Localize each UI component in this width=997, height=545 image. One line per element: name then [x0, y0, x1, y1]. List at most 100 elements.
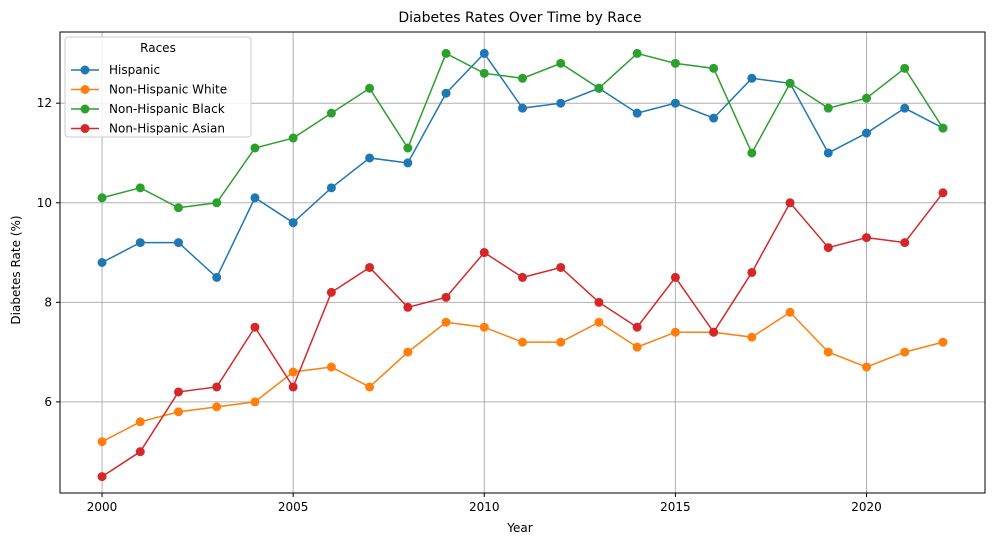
data-point	[747, 332, 757, 342]
data-point	[173, 238, 183, 248]
legend-label: Non-Hispanic Asian	[109, 122, 225, 136]
data-point	[403, 158, 413, 168]
data-point	[747, 73, 757, 83]
data-point	[250, 397, 260, 407]
y-tick-label: 6	[44, 395, 52, 409]
data-point	[288, 382, 298, 392]
data-point	[212, 402, 222, 412]
x-axis-ticks: 2000 2005 2010 2015 2020	[87, 493, 882, 514]
grid-lines	[60, 32, 985, 493]
data-point	[556, 337, 566, 347]
data-point	[594, 83, 604, 93]
data-point	[670, 58, 680, 68]
legend-label: Hispanic	[109, 63, 160, 77]
data-point	[441, 48, 451, 58]
legend-label: Non-Hispanic White	[109, 83, 227, 97]
data-point	[785, 78, 795, 88]
legend-title: Races	[140, 41, 176, 55]
data-point	[556, 262, 566, 272]
data-point	[212, 198, 222, 208]
data-point	[632, 108, 642, 118]
data-point	[403, 143, 413, 153]
series-non-hispanic-black	[97, 48, 948, 213]
data-point	[479, 322, 489, 332]
data-point	[862, 362, 872, 372]
legend-marker	[80, 85, 90, 94]
data-point	[135, 417, 145, 427]
data-point	[785, 307, 795, 317]
data-point	[173, 387, 183, 397]
legend-item: Non-Hispanic Black	[71, 102, 225, 116]
data-point	[326, 183, 336, 193]
data-point	[709, 327, 719, 337]
data-point	[250, 322, 260, 332]
data-point	[518, 103, 527, 113]
x-tick-label: 2020	[851, 500, 882, 514]
series-line	[101, 192, 944, 478]
data-point	[823, 103, 833, 113]
data-point	[709, 63, 719, 73]
data-point	[862, 233, 872, 243]
data-point	[862, 128, 872, 138]
data-point	[862, 93, 872, 103]
y-axis-ticks: 6 8 10 12	[37, 96, 60, 409]
legend-marker	[80, 104, 90, 114]
series-non-hispanic-white	[97, 307, 948, 447]
data-point	[900, 103, 910, 113]
data-point	[900, 63, 910, 73]
legend-item: Non-Hispanic Asian	[71, 122, 225, 136]
data-point	[212, 272, 222, 282]
data-point	[135, 447, 145, 457]
data-point	[785, 198, 795, 208]
x-tick-label: 2015	[660, 500, 691, 514]
data-point	[441, 88, 451, 98]
data-point	[365, 83, 375, 93]
x-tick-label: 2005	[278, 500, 309, 514]
data-point	[709, 113, 719, 123]
series-layer	[97, 48, 948, 482]
data-point	[632, 322, 642, 332]
legend-marker	[80, 65, 90, 75]
data-point	[938, 123, 948, 133]
legend-item: Hispanic	[71, 63, 160, 77]
data-point	[518, 73, 527, 83]
data-point	[479, 248, 489, 258]
data-point	[326, 287, 336, 297]
data-point	[632, 48, 642, 58]
data-point	[518, 272, 527, 282]
data-point	[365, 262, 375, 272]
legend-marker	[80, 124, 90, 133]
x-tick-label: 2010	[469, 500, 500, 514]
legend-box	[64, 36, 252, 138]
y-tick-label: 12	[37, 96, 52, 110]
data-point	[556, 98, 566, 108]
data-point	[173, 407, 183, 417]
data-point	[938, 337, 948, 347]
data-point	[250, 193, 260, 203]
data-point	[900, 238, 910, 248]
data-point	[632, 342, 642, 352]
legend: Races Hispanic Non-Hispanic White Non-Hispa…	[64, 36, 252, 138]
x-axis-label: Year	[506, 521, 532, 535]
data-point	[441, 292, 451, 302]
data-point	[670, 272, 680, 282]
y-tick-label: 10	[37, 196, 52, 210]
data-point	[135, 183, 145, 193]
data-point	[938, 188, 948, 198]
data-point	[479, 48, 489, 58]
data-point	[403, 302, 413, 312]
data-point	[479, 68, 489, 78]
data-point	[212, 382, 222, 392]
x-tick-label: 2000	[87, 500, 118, 514]
data-point	[97, 258, 107, 267]
chart-title: Diabetes Rates Over Time by Race	[398, 10, 641, 26]
data-point	[288, 133, 298, 143]
y-tick-label: 8	[44, 295, 52, 309]
data-point	[326, 362, 336, 372]
data-point	[823, 347, 833, 357]
data-point	[97, 437, 107, 447]
data-point	[823, 243, 833, 253]
data-point	[556, 58, 566, 68]
data-point	[594, 317, 604, 327]
